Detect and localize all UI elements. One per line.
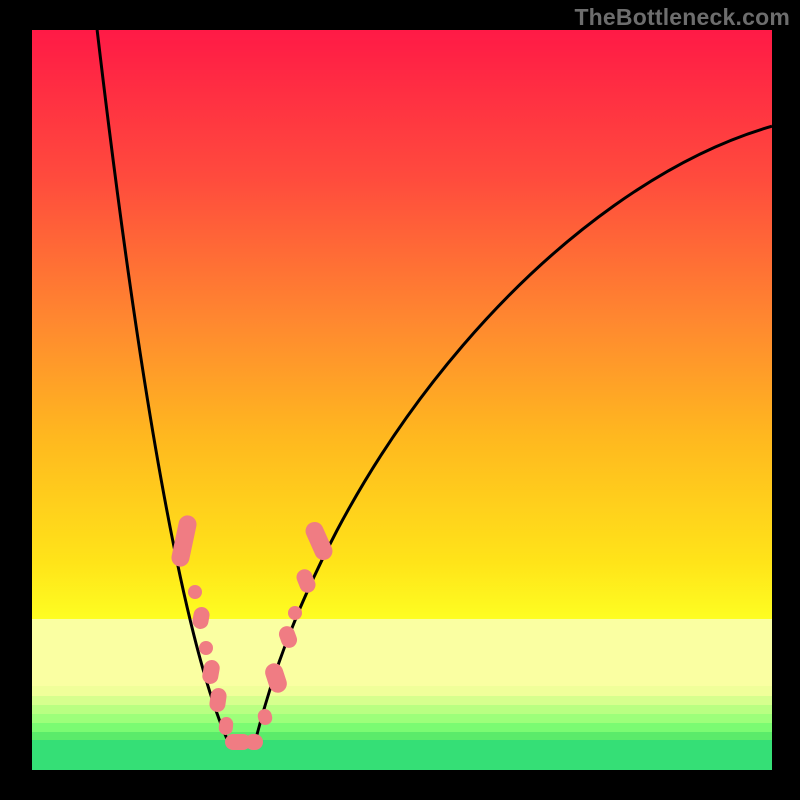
curve-bead xyxy=(199,641,213,655)
bottom-band xyxy=(32,723,772,732)
curve-bead xyxy=(245,734,263,750)
bottom-band xyxy=(32,686,772,696)
bottom-band xyxy=(32,705,772,714)
bottom-band xyxy=(32,696,772,705)
bottom-band xyxy=(32,714,772,723)
y-axis xyxy=(0,0,32,800)
chart-stage: TheBottleneck.com xyxy=(0,0,800,800)
x-axis xyxy=(0,770,800,800)
bottom-band xyxy=(32,619,772,686)
curve-bead xyxy=(288,606,302,620)
bottom-band xyxy=(32,732,772,741)
curve-bead xyxy=(188,585,202,599)
watermark-text: TheBottleneck.com xyxy=(574,4,790,31)
bottom-band xyxy=(32,740,772,770)
